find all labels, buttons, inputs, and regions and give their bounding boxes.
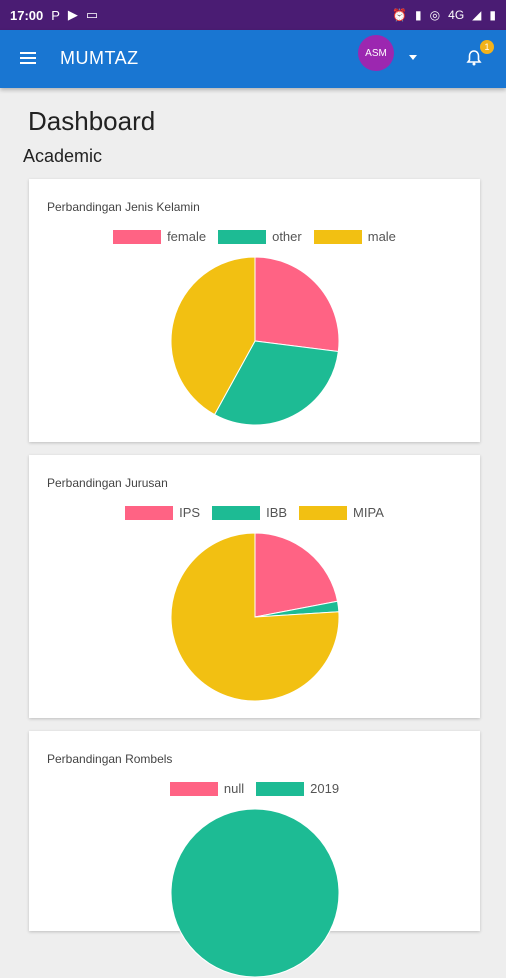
vibrate-icon: ▮	[415, 8, 422, 22]
legend-item-null[interactable]: null	[169, 781, 245, 796]
pie-chart-major	[170, 532, 340, 702]
pie-slice-male[interactable]	[170, 256, 256, 416]
chart-legend: female other male	[29, 229, 480, 244]
legend-item-ips[interactable]: IPS	[125, 505, 200, 520]
chart-card-gender: Perbandingan Jenis Kelamin female other …	[29, 179, 480, 442]
pie-chart-rombel	[170, 808, 340, 978]
legend-item-2019[interactable]: 2019	[256, 781, 339, 796]
legend-swatch	[218, 229, 267, 244]
legend-item-ibb[interactable]: IBB	[212, 505, 287, 520]
legend-label: 2019	[310, 781, 340, 796]
legend-swatch	[125, 505, 174, 520]
status-bar: 17:00 P ▶ ▭ ⏰ ▮ ◎ 4G ◢ ▮	[0, 0, 506, 30]
hotspot-icon: ◎	[429, 8, 441, 22]
pie-slice-2019[interactable]	[170, 808, 340, 978]
legend-swatch	[313, 229, 362, 244]
pie-slice-mipa[interactable]	[170, 532, 340, 702]
alarm-icon: ⏰	[392, 8, 408, 22]
chart-card-major: Perbandingan Jurusan IPS IBB MIPA	[29, 455, 480, 718]
pie-chart-gender	[170, 256, 340, 426]
status-time: 17:00	[10, 7, 44, 23]
legend-swatch	[113, 229, 162, 244]
chart-legend: null 2019	[29, 781, 480, 796]
app-bar: MUMTAZ ASM 1	[0, 30, 506, 88]
legend-swatch	[256, 781, 305, 796]
pie-slice-other[interactable]	[213, 340, 339, 426]
chart-title: Perbandingan Rombels	[47, 752, 173, 766]
notification-badge: 1	[480, 40, 494, 54]
legend-label: MIPA	[353, 505, 384, 520]
youtube-icon: ▶	[67, 7, 78, 22]
app-title: MUMTAZ	[60, 48, 139, 68]
chart-legend: IPS IBB MIPA	[29, 505, 480, 520]
pie-slice-ips[interactable]	[254, 532, 339, 618]
legend-label: female	[167, 229, 207, 244]
battery-icon: ▮	[489, 8, 496, 22]
page-title: Dashboard	[28, 106, 156, 136]
network-label: 4G	[448, 8, 465, 22]
chart-title: Perbandingan Jenis Kelamin	[47, 200, 200, 214]
pie-slice-female[interactable]	[254, 256, 340, 353]
legend-label: IBB	[266, 505, 288, 520]
legend-swatch	[299, 505, 348, 520]
legend-item-other[interactable]: other	[218, 229, 302, 244]
section-title: Academic	[23, 146, 103, 166]
chart-card-rombel: Perbandingan Rombels null 2019	[29, 731, 480, 978]
legend-label: other	[272, 229, 302, 244]
chevron-down-icon[interactable]	[409, 55, 417, 60]
legend-label: male	[367, 229, 396, 244]
signal-icon: ◢	[472, 8, 482, 22]
avatar[interactable]: ASM	[358, 35, 394, 71]
legend-label: null	[223, 781, 245, 796]
bell-icon[interactable]	[464, 48, 484, 68]
legend-swatch	[212, 505, 261, 520]
parking-icon: P	[51, 7, 60, 23]
legend-item-mipa[interactable]: MIPA	[299, 505, 384, 520]
laptop-icon: ▭	[85, 7, 99, 22]
legend-item-male[interactable]: male	[313, 229, 396, 244]
legend-swatch	[169, 781, 218, 796]
menu-icon[interactable]	[20, 52, 36, 64]
legend-label: IPS	[179, 505, 201, 520]
chart-title: Perbandingan Jurusan	[47, 476, 168, 490]
legend-item-female[interactable]: female	[113, 229, 206, 244]
